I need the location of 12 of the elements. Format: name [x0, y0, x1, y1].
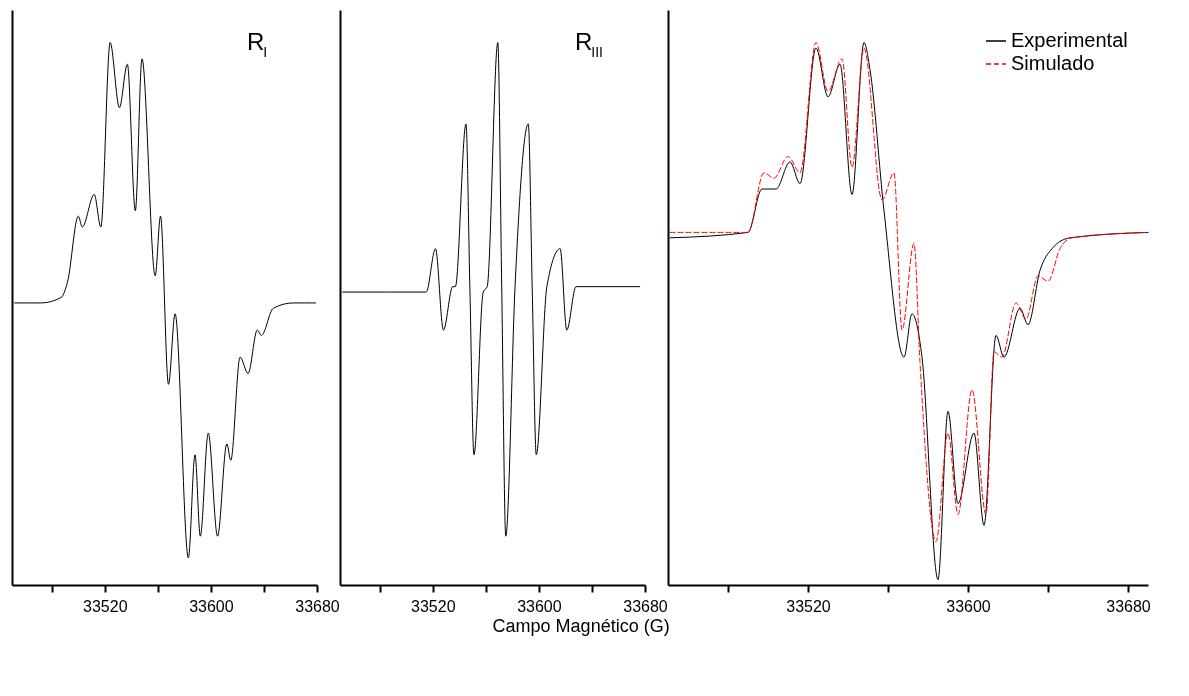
x-tick-label: 33680	[295, 597, 340, 615]
x-tick-label: 33600	[189, 597, 234, 615]
x-axis-title: Campo Magnético (G)	[492, 616, 670, 636]
x-tick-label: 33600	[517, 597, 562, 615]
x-tick-label: 33520	[786, 597, 831, 615]
legend-label: Simulado	[1011, 52, 1095, 74]
x-tick-label: 33680	[1106, 597, 1151, 615]
x-tick-label: 33600	[946, 597, 991, 615]
x-tick-label: 33520	[83, 597, 128, 615]
x-tick-label: 33680	[623, 597, 668, 615]
legend-label: Experimental	[1011, 29, 1128, 51]
x-tick-label: 33520	[411, 597, 456, 615]
